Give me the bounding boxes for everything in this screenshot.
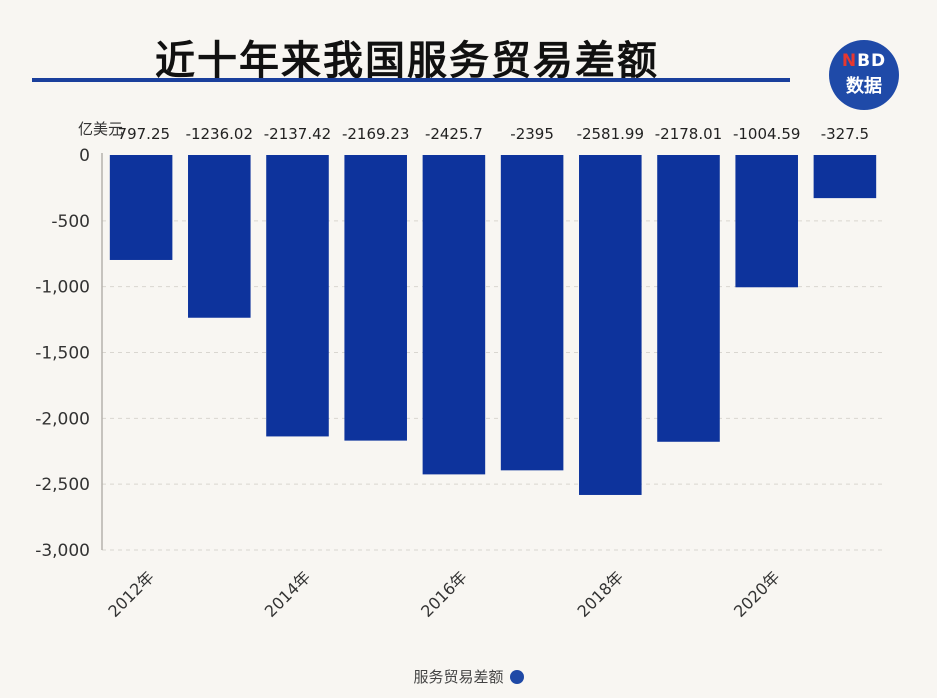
data-label: -1236.02 — [186, 125, 253, 143]
bar — [266, 155, 329, 437]
data-label: -1004.59 — [733, 125, 800, 143]
bar — [188, 155, 251, 318]
bar — [579, 155, 642, 495]
data-label: -797.25 — [112, 125, 170, 143]
y-tick-label: -2,000 — [35, 409, 90, 429]
y-tick-label: -1,000 — [35, 278, 90, 298]
data-label: -2581.99 — [577, 125, 644, 143]
logo-text-bottom: 数据 — [846, 76, 882, 97]
data-label: -2137.42 — [264, 125, 331, 143]
y-tick-label: -3,000 — [35, 541, 90, 561]
x-tick-label: 2016年 — [417, 567, 471, 621]
data-label: -2178.01 — [655, 125, 722, 143]
bar — [422, 155, 486, 475]
bar — [500, 155, 564, 471]
data-label: -2169.23 — [342, 125, 409, 143]
y-axis-unit-label: 亿美元 — [78, 120, 124, 138]
x-tick-label: 2014年 — [261, 567, 315, 621]
bar — [657, 155, 720, 442]
x-tick-label: 2012年 — [104, 567, 158, 621]
data-label: -2395 — [510, 125, 554, 143]
y-tick-label: -500 — [51, 212, 90, 232]
legend[interactable]: 服务贸易差额 — [0, 666, 937, 687]
x-tick-label: 2020年 — [730, 567, 784, 621]
data-label: -327.5 — [821, 125, 869, 143]
title-underline — [32, 78, 790, 82]
y-tick-label: 0 — [79, 146, 90, 166]
x-tick-label: 2018年 — [574, 567, 628, 621]
legend-marker — [509, 670, 524, 684]
data-label: -2425.7 — [425, 125, 483, 143]
bar — [109, 155, 173, 260]
nbd-logo: NBD 数据 — [829, 40, 899, 110]
y-tick-label: -2,500 — [35, 475, 90, 495]
bar — [813, 155, 877, 199]
bar — [344, 155, 407, 441]
legend-label: 服务贸易差额 — [413, 668, 504, 686]
page-title: 近十年来我国服务贸易差额 — [155, 38, 659, 84]
y-tick-label: -1,500 — [35, 344, 90, 364]
bar — [735, 155, 798, 288]
logo-text-top: NBD — [841, 51, 887, 71]
